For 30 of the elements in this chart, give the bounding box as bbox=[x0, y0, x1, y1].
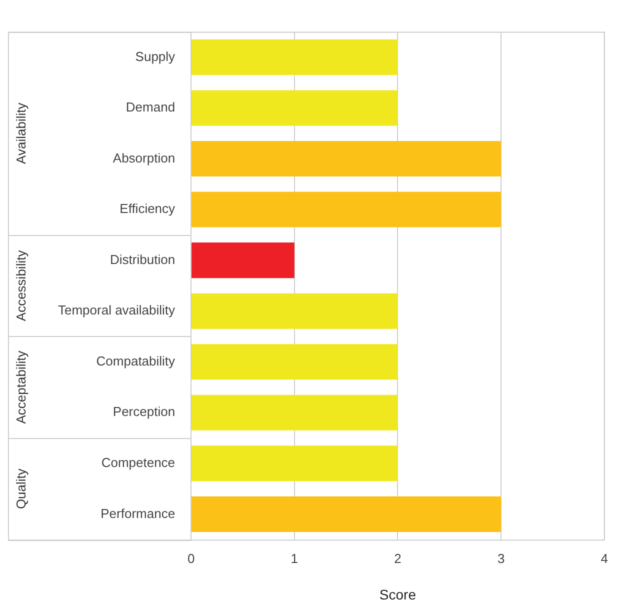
y-tick-label: Absorption bbox=[112, 150, 176, 166]
bar bbox=[192, 293, 398, 329]
y-tick-label: Supply bbox=[135, 48, 176, 64]
bar bbox=[192, 192, 502, 228]
bar bbox=[192, 446, 398, 482]
text: Quality bbox=[14, 468, 29, 510]
bar bbox=[192, 242, 294, 278]
bar bbox=[192, 90, 398, 126]
y-tick-label: Distribution bbox=[110, 252, 176, 267]
text: Accessibility bbox=[14, 250, 29, 322]
x-axis-title: Score bbox=[379, 586, 416, 602]
y-tick-label: Performance bbox=[100, 506, 176, 521]
x-tick-label: 2 bbox=[394, 550, 402, 566]
y-tick-label: Efficiency bbox=[120, 201, 176, 216]
y-tick-label: Compatability bbox=[96, 353, 176, 368]
y-tick-label: Perception bbox=[112, 404, 176, 420]
y-tick-label: Competence bbox=[101, 455, 176, 470]
bar bbox=[192, 140, 502, 177]
text: Acceptability bbox=[14, 350, 29, 424]
bar bbox=[192, 496, 502, 532]
x-tick-label: 3 bbox=[497, 550, 505, 566]
y-tick-label: Temporal availability bbox=[58, 302, 176, 318]
x-tick-label: 1 bbox=[290, 550, 298, 566]
y-tick-label: Demand bbox=[126, 100, 176, 115]
bar bbox=[192, 39, 398, 75]
bar bbox=[192, 344, 398, 380]
x-tick-label: 0 bbox=[187, 550, 195, 566]
x-tick-label: 4 bbox=[600, 550, 608, 566]
bar bbox=[192, 394, 398, 430]
text: Availability bbox=[14, 102, 29, 164]
